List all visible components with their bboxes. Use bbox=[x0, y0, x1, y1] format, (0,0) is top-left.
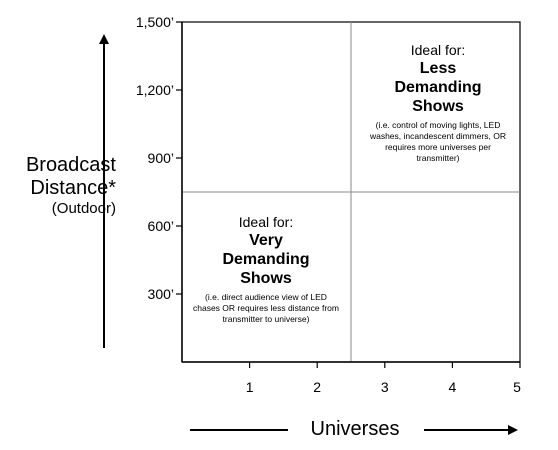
quadrant-bottom-left: Ideal for: Very Demanding Shows (i.e. di… bbox=[192, 214, 340, 325]
quadrant-top-right: Ideal for: Less Demanding Shows (i.e. co… bbox=[365, 42, 511, 164]
quadrant-heading-line1: Very bbox=[249, 232, 283, 249]
y-tick-label: 300’ bbox=[148, 286, 174, 302]
x-tick-label: 2 bbox=[313, 379, 321, 395]
y-tick-label: 900’ bbox=[148, 150, 174, 166]
x-tick-label: 3 bbox=[381, 379, 389, 395]
y-tick-label: 1,200’ bbox=[136, 82, 174, 98]
y-tick-label: 1,500’ bbox=[136, 14, 174, 30]
y-axis-title: Broadcast Distance* (Outdoor) bbox=[6, 154, 116, 218]
quadrant-heading-line1: Less bbox=[419, 60, 457, 77]
y-axis-title-line3: (Outdoor) bbox=[51, 200, 116, 217]
x-tick-label: 5 bbox=[513, 379, 521, 395]
x-tick-label: 1 bbox=[246, 379, 254, 395]
quadrant-note: (i.e. control of moving lights, LED wash… bbox=[369, 120, 507, 163]
x-axis-title: Universes bbox=[310, 418, 400, 440]
y-axis-title-line2: Distance* bbox=[30, 177, 116, 199]
quadrant-heading-line2: Demanding bbox=[222, 251, 310, 268]
x-tick-label: 4 bbox=[449, 379, 457, 395]
quadrant-heading-line2: Demanding bbox=[394, 79, 482, 96]
y-axis-title-line1: Broadcast bbox=[25, 154, 116, 176]
y-tick-label: 600’ bbox=[148, 218, 174, 234]
quadrant-ideal-label: Ideal for: bbox=[238, 214, 294, 230]
quadrant-ideal-label: Ideal for: bbox=[410, 42, 466, 58]
quadrant-heading-line3: Shows bbox=[412, 98, 464, 115]
quadrant-note: (i.e. direct audience view of LED chases… bbox=[193, 292, 339, 324]
quadrant-heading-line3: Shows bbox=[240, 270, 292, 287]
